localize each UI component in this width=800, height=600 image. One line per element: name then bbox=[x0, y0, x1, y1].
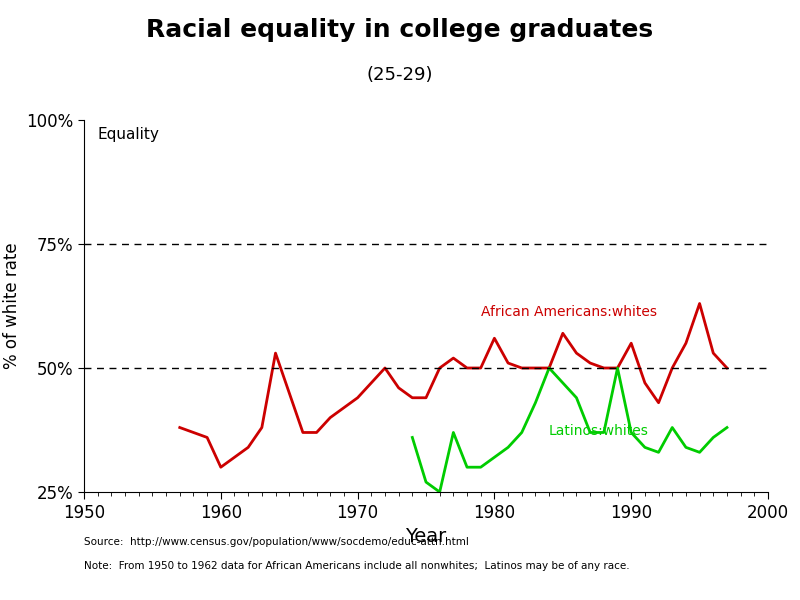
Text: Racial equality in college graduates: Racial equality in college graduates bbox=[146, 18, 654, 42]
X-axis label: Year: Year bbox=[406, 527, 446, 547]
Text: Note:  From 1950 to 1962 data for African Americans include all nonwhites;  Lati: Note: From 1950 to 1962 data for African… bbox=[84, 561, 630, 571]
Text: Latinos:whites: Latinos:whites bbox=[549, 424, 649, 438]
Text: (25-29): (25-29) bbox=[366, 66, 434, 84]
Y-axis label: % of white rate: % of white rate bbox=[2, 242, 21, 370]
Text: African Americans:whites: African Americans:whites bbox=[481, 305, 657, 319]
Text: Equality: Equality bbox=[98, 127, 159, 142]
Text: Source:  http://www.census.gov/population/www/socdemo/educ-attn.html: Source: http://www.census.gov/population… bbox=[84, 537, 469, 547]
